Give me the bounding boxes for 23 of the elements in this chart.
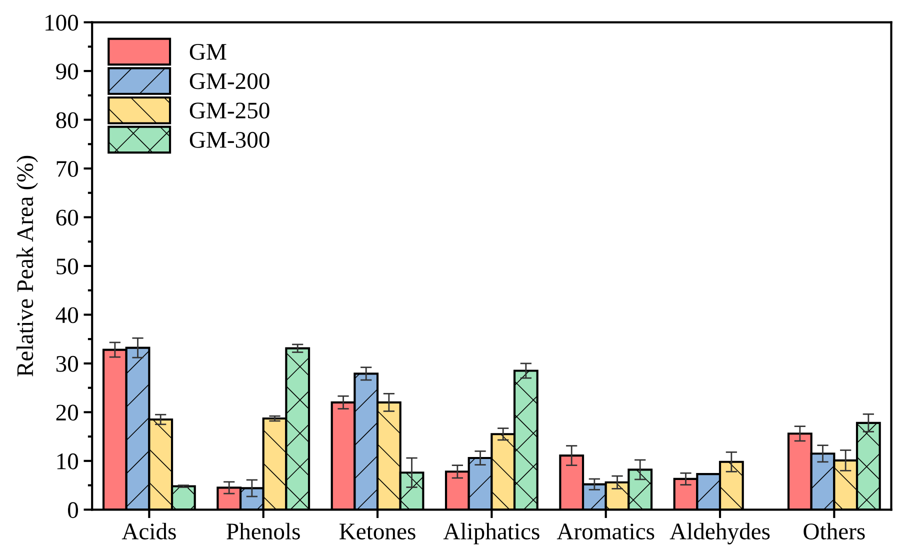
x-tick-label: Phenols — [226, 522, 300, 540]
y-tick-label: 60 — [56, 210, 78, 226]
legend-label: GM-300 — [190, 132, 270, 148]
y-axis-title: Relative Peak Area (%) — [16, 156, 38, 376]
legend-label: GM-250 — [190, 102, 270, 119]
y-tick-label: 10 — [57, 453, 78, 470]
x-tick-label: Ketones — [340, 524, 416, 540]
y-tick-label: 70 — [56, 160, 78, 177]
y-tick-label: 100 — [46, 14, 78, 31]
legend-label: GM-200 — [190, 73, 270, 90]
y-tick-label: 90 — [56, 64, 78, 80]
x-tick-label: Aldehydes — [670, 522, 770, 544]
y-tick-label: 50 — [56, 258, 78, 274]
x-tick-label: Aliphatics — [443, 522, 540, 544]
y-tick-label: 80 — [56, 112, 78, 128]
y-tick-label: 30 — [56, 356, 78, 372]
y-tick-label: 40 — [56, 307, 78, 324]
y-tick-label: 0 — [68, 502, 78, 518]
x-tick-label: Acids — [122, 522, 176, 540]
x-tick-label: Aromatics — [556, 524, 654, 540]
x-tick-label: Others — [804, 522, 865, 540]
y-tick-label: 20 — [56, 404, 78, 421]
legend-label: GM — [190, 44, 226, 60]
